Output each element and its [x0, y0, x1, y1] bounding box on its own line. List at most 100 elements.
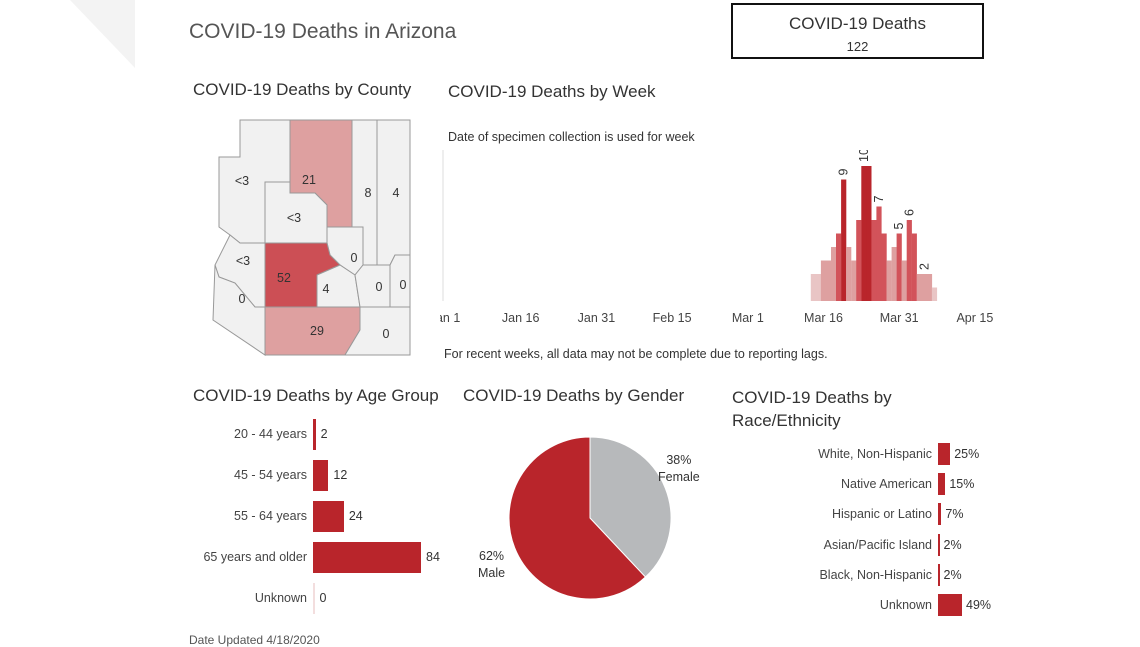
week-x-tick-label: Jan 31: [578, 311, 616, 325]
male-label: Male: [478, 566, 506, 580]
week-bar[interactable]: [831, 247, 837, 301]
age-category-label: 20 - 44 years: [234, 427, 307, 441]
week-chart-subtitle: Date of specimen collection is used for …: [448, 130, 695, 144]
age-bar-chart: 20 - 44 years 2 45 - 54 years 12 55 - 64 yea…: [190, 415, 460, 620]
county-label: 29: [310, 324, 324, 338]
week-bar[interactable]: [866, 166, 872, 301]
race-value-label: 2%: [943, 537, 962, 552]
week-bar[interactable]: [810, 274, 816, 301]
race-bar[interactable]: [938, 443, 951, 465]
race-category-label: Asian/Pacific Island: [823, 537, 932, 552]
race-value-label: 49%: [966, 598, 992, 612]
week-bar[interactable]: [886, 260, 892, 302]
age-value-label: 84: [426, 550, 440, 564]
dashboard-title: COVID-19 Deaths in Arizona: [189, 20, 457, 43]
pie-slice-female[interactable]: [589, 436, 672, 578]
county-chart-title: COVID-19 Deaths by County: [193, 80, 412, 99]
race-title-line2: Race/Ethnicity: [732, 411, 841, 430]
race-value-label: 2%: [943, 567, 962, 582]
county-label: <3: [287, 211, 301, 225]
county-label: 52: [277, 271, 291, 285]
week-bar-chart: 9 10 7 5 6 2 Jan 1 Jan 16 Jan 31 Feb 15 Mar 1 Mar 1…: [440, 150, 993, 325]
week-x-tick-label: Jan 16: [502, 311, 540, 325]
county-graham[interactable]: [354, 264, 391, 308]
age-category-label: Unknown: [254, 591, 307, 605]
week-bar[interactable]: [815, 274, 822, 301]
kpi-value: 122: [846, 39, 869, 54]
county-label: 0: [383, 327, 390, 341]
age-value-label: 0: [319, 591, 327, 605]
race-category-label: Unknown: [879, 598, 932, 612]
race-bar[interactable]: [938, 594, 962, 616]
week-bar[interactable]: [931, 287, 938, 302]
week-data-label: 5: [892, 223, 906, 230]
county-label: <3: [236, 254, 250, 268]
race-bar[interactable]: [938, 503, 942, 526]
week-bar[interactable]: [841, 179, 847, 302]
county-label: 0: [351, 251, 358, 265]
week-x-tick-label: Feb 15: [653, 311, 692, 325]
gender-chart-title: COVID-19 Deaths by Gender: [463, 386, 685, 405]
county-map: <3 21 8 4 <3 <3 0 52 4 0 0 0 29 0: [212, 119, 411, 356]
kpi-label: COVID-19 Deaths: [789, 14, 926, 33]
week-bar[interactable]: [871, 220, 877, 301]
age-bar[interactable]: [313, 583, 315, 614]
male-pie-label: 62% Male: [478, 548, 505, 582]
corner-decoration: [70, 0, 135, 68]
race-value-label: 15%: [949, 477, 975, 492]
week-bar[interactable]: [916, 274, 922, 301]
week-chart-title: COVID-19 Deaths by Week: [448, 82, 656, 101]
week-bar[interactable]: [896, 233, 902, 302]
week-bar[interactable]: [861, 166, 867, 301]
age-value-label: 24: [348, 509, 363, 523]
footer-date-updated: Date Updated 4/18/2020: [189, 633, 320, 647]
total-deaths-kpi: COVID-19 Deaths 122: [731, 3, 984, 59]
pie-slice-male[interactable]: [508, 436, 647, 600]
week-data-label: 6: [902, 209, 916, 216]
age-chart-title: COVID-19 Deaths by Age Group: [193, 386, 439, 405]
race-category-label: Black, Non-Hispanic: [819, 567, 932, 582]
female-pie-label: 38% Female: [658, 452, 700, 486]
week-bar[interactable]: [901, 260, 907, 302]
week-bar[interactable]: [921, 274, 927, 301]
week-bar[interactable]: [891, 247, 897, 301]
week-chart-note: For recent weeks, all data may not be co…: [444, 347, 828, 361]
week-bar[interactable]: [881, 233, 887, 302]
week-x-tick-label: Mar 1: [732, 311, 764, 325]
county-label: <3: [235, 174, 249, 188]
race-bar-chart: White, Non-Hispanic 25% Native American 15%…: [740, 440, 1020, 620]
age-bar[interactable]: [313, 419, 316, 450]
race-category-label: Hispanic or Latino: [831, 507, 932, 522]
county-label: 0: [376, 280, 383, 294]
week-data-label: 2: [917, 263, 931, 270]
race-category-label: White, Non-Hispanic: [818, 447, 932, 461]
race-value-label: 25%: [954, 447, 980, 461]
week-bar[interactable]: [926, 274, 933, 301]
week-bar[interactable]: [846, 247, 852, 301]
week-bar[interactable]: [856, 220, 862, 301]
county-cochise[interactable]: [344, 306, 411, 356]
week-bar[interactable]: [836, 233, 842, 302]
age-bar[interactable]: [313, 501, 344, 532]
county-label: 0: [400, 278, 407, 292]
gender-pie-chart: [508, 436, 672, 600]
race-bar[interactable]: [938, 533, 940, 556]
week-bar[interactable]: [911, 233, 917, 302]
week-x-tick-label: Jan 1: [440, 311, 460, 325]
race-value-label: 7%: [945, 507, 964, 522]
male-percent: 62%: [479, 549, 505, 563]
age-bar[interactable]: [313, 542, 421, 573]
county-greenlee[interactable]: [389, 254, 411, 308]
week-bar[interactable]: [820, 260, 827, 302]
county-yuma[interactable]: [212, 264, 266, 356]
week-x-tick-label: Mar 16: [804, 311, 843, 325]
race-bar[interactable]: [938, 563, 940, 586]
week-bar[interactable]: [826, 260, 832, 302]
race-bar[interactable]: [938, 473, 946, 496]
week-bar[interactable]: [876, 206, 882, 302]
week-bar[interactable]: [906, 220, 912, 301]
age-bar[interactable]: [313, 460, 329, 491]
week-bar[interactable]: [851, 260, 857, 302]
age-category-label: 55 - 64 years: [234, 509, 307, 523]
age-category-label: 45 - 54 years: [234, 468, 307, 482]
